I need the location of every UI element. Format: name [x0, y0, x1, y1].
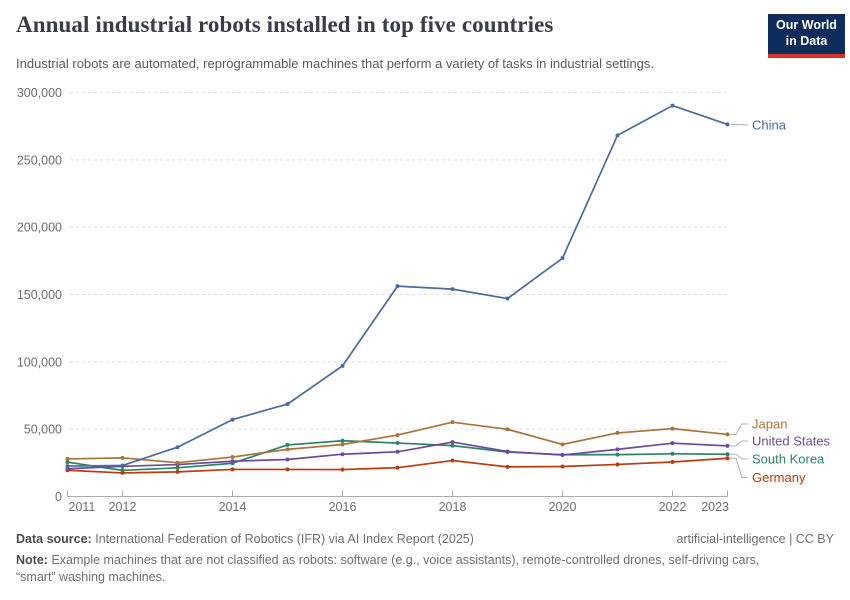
data-point-china[interactable] — [395, 284, 400, 289]
data-point-germany[interactable] — [340, 467, 345, 472]
note-value: Example machines that are not classified… — [16, 553, 760, 584]
data-point-china[interactable] — [725, 122, 730, 127]
data-point-japan[interactable] — [175, 460, 180, 465]
data-point-south-korea[interactable] — [120, 468, 125, 473]
data-point-united-states[interactable] — [230, 459, 235, 464]
x-axis-label: 2023 — [701, 500, 729, 514]
series-label-united-states[interactable]: United States — [752, 434, 831, 449]
data-point-germany[interactable] — [395, 465, 400, 470]
note-label: Note: — [16, 553, 48, 567]
y-axis-label: 0 — [55, 490, 62, 504]
data-point-united-states[interactable] — [560, 453, 565, 458]
data-point-japan[interactable] — [285, 447, 290, 452]
data-point-china[interactable] — [65, 464, 70, 469]
x-axis-label: 2020 — [549, 500, 577, 514]
data-point-germany[interactable] — [560, 464, 565, 469]
legend-connector-south-korea — [729, 453, 748, 460]
series-label-germany[interactable]: Germany — [752, 470, 806, 485]
chart-footer: Data source: International Federation of… — [16, 531, 834, 586]
y-axis-label: 50,000 — [24, 423, 62, 437]
data-point-china[interactable] — [505, 296, 510, 301]
data-point-south-korea[interactable] — [450, 443, 455, 448]
legend-connector-china — [730, 123, 749, 126]
data-point-south-korea[interactable] — [65, 460, 70, 465]
note-line: Note: Example machines that are not clas… — [16, 552, 761, 586]
data-point-japan[interactable] — [560, 442, 565, 447]
data-point-south-korea[interactable] — [285, 442, 290, 447]
data-point-china[interactable] — [670, 103, 675, 108]
data-source-line: Data source: International Federation of… — [16, 531, 474, 548]
x-axis-label: 2014 — [219, 500, 247, 514]
data-point-japan[interactable] — [505, 427, 510, 432]
y-axis-label: 250,000 — [17, 153, 62, 167]
data-point-south-korea[interactable] — [175, 465, 180, 470]
owid-logo-line1: Our World — [776, 18, 837, 32]
x-axis-label: 2016 — [329, 500, 357, 514]
page-title: Annual industrial robots installed in to… — [16, 12, 554, 37]
series-label-china[interactable]: China — [752, 118, 787, 133]
data-point-china[interactable] — [120, 463, 125, 468]
data-point-japan[interactable] — [120, 455, 125, 460]
data-point-germany[interactable] — [670, 460, 675, 465]
data-point-south-korea[interactable] — [725, 452, 730, 457]
data-point-china[interactable] — [560, 256, 565, 261]
data-point-china[interactable] — [450, 287, 455, 292]
y-axis-label: 300,000 — [17, 86, 62, 100]
data-point-united-states[interactable] — [505, 449, 510, 454]
data-point-united-states[interactable] — [285, 457, 290, 462]
data-point-south-korea[interactable] — [670, 451, 675, 456]
attribution[interactable]: artificial-intelligence | CC BY — [676, 532, 834, 546]
data-point-germany[interactable] — [230, 467, 235, 472]
y-axis-label: 100,000 — [17, 355, 62, 369]
y-axis-label: 150,000 — [17, 288, 62, 302]
data-point-south-korea[interactable] — [340, 438, 345, 443]
series-label-south-korea[interactable]: South Korea — [752, 452, 825, 467]
series-label-japan[interactable]: Japan — [752, 417, 787, 432]
data-point-japan[interactable] — [340, 442, 345, 447]
data-point-united-states[interactable] — [395, 449, 400, 454]
data-point-japan[interactable] — [450, 420, 455, 425]
legend-connector-japan — [729, 423, 748, 435]
data-point-united-states[interactable] — [670, 441, 675, 446]
data-source-label: Data source: — [16, 532, 92, 546]
data-point-china[interactable] — [615, 133, 620, 138]
data-point-germany[interactable] — [450, 458, 455, 463]
data-point-united-states[interactable] — [450, 440, 455, 445]
data-point-united-states[interactable] — [615, 447, 620, 452]
chart-subtitle: Industrial robots are automated, reprogr… — [16, 56, 655, 71]
data-point-china[interactable] — [285, 402, 290, 407]
data-point-germany[interactable] — [505, 464, 510, 469]
data-point-south-korea[interactable] — [615, 452, 620, 457]
x-axis-label: 2018 — [439, 500, 467, 514]
y-axis-label: 200,000 — [17, 221, 62, 235]
data-point-germany[interactable] — [615, 462, 620, 467]
data-point-south-korea[interactable] — [395, 441, 400, 446]
data-point-china[interactable] — [230, 417, 235, 422]
legend-connector-germany — [729, 457, 748, 478]
data-point-japan[interactable] — [670, 426, 675, 431]
owid-logo-line2: in Data — [785, 34, 828, 48]
data-point-japan[interactable] — [395, 433, 400, 438]
data-point-germany[interactable] — [175, 469, 180, 474]
data-point-japan[interactable] — [230, 455, 235, 460]
legend-connector-united-states — [729, 440, 748, 447]
data-point-china[interactable] — [340, 363, 345, 368]
data-point-japan[interactable] — [65, 456, 70, 461]
data-point-japan[interactable] — [725, 432, 730, 437]
owid-logo[interactable]: Our World in Data — [768, 14, 845, 58]
x-axis-label: 2011 — [69, 500, 96, 514]
data-point-china[interactable] — [175, 445, 180, 450]
x-axis-label: 2022 — [659, 500, 687, 514]
data-point-germany[interactable] — [285, 467, 290, 472]
data-point-germany[interactable] — [725, 456, 730, 461]
data-point-united-states[interactable] — [340, 452, 345, 457]
data-point-japan[interactable] — [615, 430, 620, 435]
x-axis-label: 2012 — [109, 500, 137, 514]
data-point-united-states[interactable] — [725, 443, 730, 448]
data-source-value: International Federation of Robotics (IF… — [95, 532, 474, 546]
